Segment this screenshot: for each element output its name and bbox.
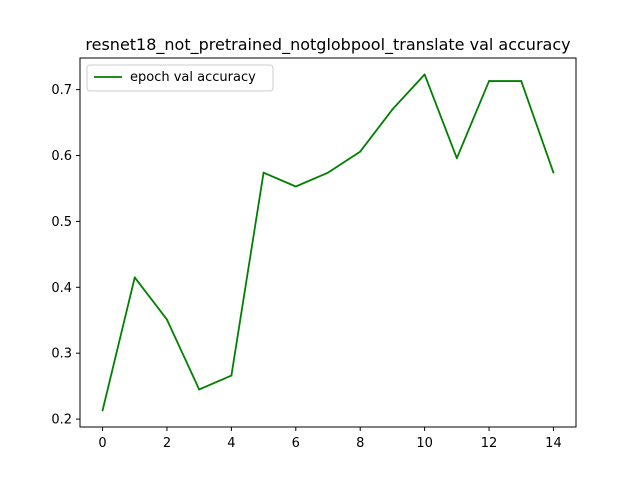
legend: epoch val accuracy: [86, 64, 274, 92]
data-point: [166, 318, 168, 321]
data-point: [391, 108, 394, 111]
data-point: [488, 80, 490, 82]
y-axis: 0.2 0.3 0.4 0.5 0.6 0.7: [51, 83, 80, 428]
data-point: [101, 409, 104, 412]
x-tick-label: 12: [481, 436, 498, 451]
legend-box: [86, 64, 274, 92]
x-tick-label: 2: [163, 436, 171, 451]
x-tick-label: 0: [98, 436, 106, 451]
y-tick-label: 0.5: [51, 215, 72, 230]
series-layer: [101, 73, 555, 412]
chart-title: resnet18_not_pretrained_notglobpool_tran…: [85, 35, 570, 55]
y-tick-label: 0.7: [51, 83, 72, 98]
y-tick-label: 0.3: [51, 347, 72, 362]
y-tick-label: 0.6: [51, 149, 72, 164]
x-tick-label: 10: [416, 436, 433, 451]
data-point: [262, 171, 265, 174]
data-point: [198, 388, 201, 391]
data-point: [455, 157, 458, 160]
data-point: [520, 80, 523, 82]
x-tick-label: 14: [545, 436, 562, 451]
plot-frame: [79, 57, 577, 428]
x-tick-label: 8: [356, 436, 364, 451]
data-point: [230, 374, 233, 377]
data-point: [327, 171, 329, 174]
data-point: [552, 171, 555, 174]
data-point: [423, 73, 426, 76]
x-tick-label: 4: [227, 436, 235, 451]
x-tick-label: 6: [292, 436, 300, 451]
x-axis: 0 2 4 6 8 10 12 14: [98, 427, 562, 451]
y-tick-label: 0.4: [51, 281, 72, 296]
data-point: [294, 185, 297, 188]
legend-label: epoch val accuracy: [130, 70, 256, 85]
data-point: [359, 150, 362, 153]
series-line-0: [101, 73, 555, 411]
y-tick-label: 0.2: [51, 413, 72, 428]
data-point: [133, 276, 136, 279]
